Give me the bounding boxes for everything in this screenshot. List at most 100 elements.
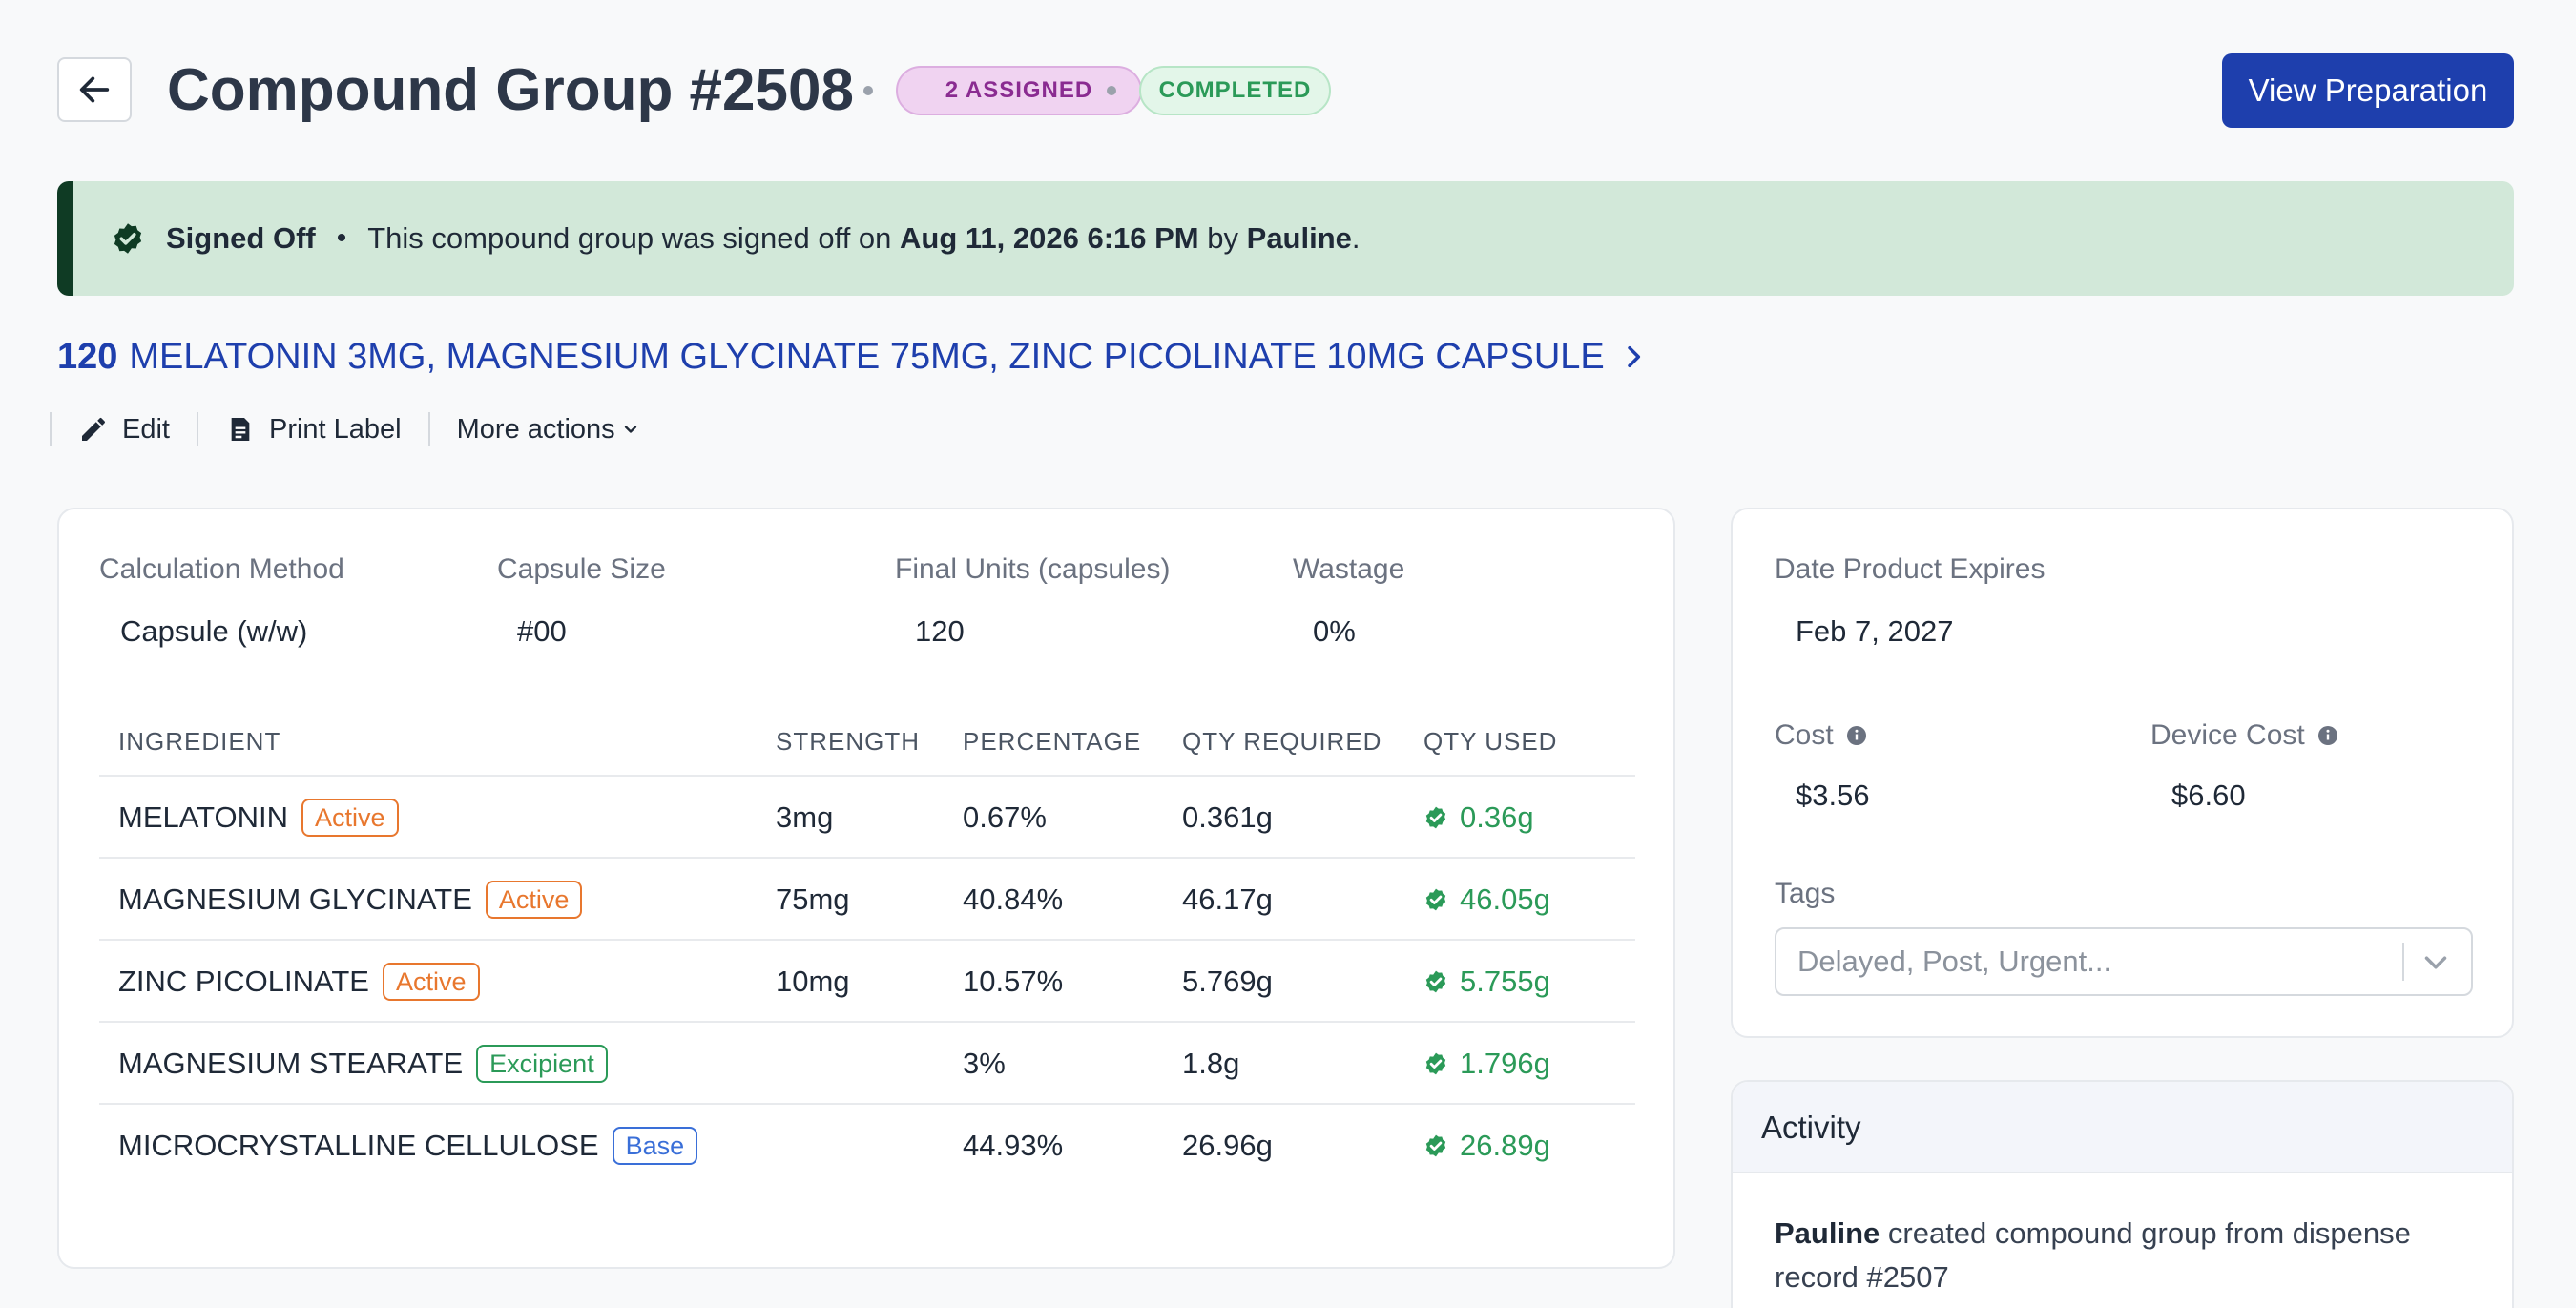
expires-value: Feb 7, 2027 — [1796, 614, 1954, 648]
chevron-down-icon[interactable] — [2418, 945, 2454, 981]
device-cost-label-text: Device Cost — [2150, 719, 2305, 751]
column-header-qty-used: QTY USED — [1423, 727, 1558, 756]
pencil-icon — [82, 417, 105, 441]
cell-ingredient: MELATONIN Active — [118, 777, 399, 859]
column-header-strength: STRENGTH — [776, 727, 920, 756]
info-icon[interactable] — [2316, 724, 2339, 747]
cost-value: $3.56 — [1796, 779, 1870, 812]
verified-check-icon — [1425, 888, 1446, 911]
expires-label: Date Product Expires — [1775, 553, 2046, 585]
verified-check-icon — [114, 223, 142, 254]
info-icon[interactable] — [1845, 724, 1868, 747]
divider — [196, 412, 198, 446]
device-cost-label: Device Cost — [2150, 719, 2339, 752]
final-units-value: 120 — [915, 614, 965, 648]
cell-strength: 3mg — [776, 800, 834, 834]
actions-toolbar: Edit Print Label More actions — [50, 401, 667, 458]
cell-ingredient: MICROCRYSTALLINE CELLULOSE Base — [118, 1105, 698, 1187]
activity-user[interactable]: Pauline — [1775, 1216, 1880, 1250]
cell-qty-used: 1.796g — [1423, 1023, 1550, 1105]
compound-details-card: Calculation Method Capsule (w/w) Capsule… — [57, 508, 1675, 1269]
cell-qty-used: 0.36g — [1423, 777, 1534, 859]
separator-dot — [863, 86, 873, 95]
more-actions-dropdown[interactable]: More actions — [430, 401, 667, 458]
chevron-right-icon — [1628, 345, 1640, 368]
chevron-down-icon — [624, 426, 636, 433]
cell-ingredient: ZINC PICOLINATE Active — [118, 941, 480, 1023]
cell-percentage: 40.84% — [963, 882, 1064, 916]
cell-qty-used: 5.755g — [1423, 941, 1550, 1023]
qty-used-value: 26.89g — [1460, 1129, 1550, 1162]
edit-button[interactable]: Edit — [52, 401, 197, 458]
document-icon — [231, 418, 250, 441]
edit-label: Edit — [122, 413, 170, 445]
ingredient-name: MELATONIN — [118, 800, 288, 834]
device-cost-value: $6.60 — [2171, 779, 2246, 812]
ingredient-name: MAGNESIUM STEARATE — [118, 1047, 464, 1080]
assigned-badge[interactable]: 2 ASSIGNED — [896, 66, 1142, 115]
ingredient-name: ZINC PICOLINATE — [118, 965, 369, 998]
print-label-text: Print Label — [268, 413, 402, 445]
cell-qty-required: 26.96g — [1182, 1129, 1273, 1162]
capsule-size-value: #00 — [517, 614, 567, 648]
prescription-quantity: 120 — [57, 337, 118, 377]
verified-check-icon — [1425, 1134, 1446, 1157]
view-preparation-button[interactable]: View Preparation — [2222, 53, 2514, 128]
signoff-text: This compound group was signed off on — [367, 221, 892, 255]
page-header: Compound Group #2508 2 ASSIGNED COMPLETE… — [57, 53, 2514, 128]
verified-check-icon — [1425, 1052, 1446, 1075]
ingredient-type-badge: Active — [485, 881, 583, 919]
cell-qty-required: 5.769g — [1182, 965, 1273, 998]
qty-used-value: 46.05g — [1460, 882, 1550, 916]
cell-ingredient: MAGNESIUM GLYCINATE Active — [118, 859, 583, 941]
verified-check-icon — [1425, 806, 1446, 829]
print-label-button[interactable]: Print Label — [198, 401, 428, 458]
prescription-name: MELATONIN 3MG, MAGNESIUM GLYCINATE 75MG,… — [129, 337, 1605, 377]
signoff-user: Pauline — [1246, 221, 1352, 255]
cell-qty-required: 0.361g — [1182, 800, 1273, 834]
column-header-ingredient: INGREDIENT — [118, 727, 281, 756]
signoff-suffix: . — [1351, 221, 1361, 255]
cell-percentage: 3% — [963, 1047, 1006, 1080]
tags-select[interactable]: Delayed, Post, Urgent... — [1775, 927, 2473, 996]
ingredient-type-badge: Active — [382, 963, 480, 1001]
table-row: MAGNESIUM STEARATE Excipient 3% 1.8g 1.796g — [99, 1021, 1635, 1103]
cell-percentage: 10.57% — [963, 965, 1064, 998]
wastage-value: 0% — [1313, 614, 1356, 648]
cell-percentage: 44.93% — [963, 1129, 1064, 1162]
cell-qty-used: 26.89g — [1423, 1105, 1550, 1187]
cell-qty-used: 46.05g — [1423, 859, 1550, 941]
ingredient-type-badge: Base — [612, 1127, 698, 1165]
activity-entry: Pauline created compound group from disp… — [1775, 1212, 2481, 1299]
arrow-left-icon — [79, 76, 110, 103]
separator-dot — [1107, 86, 1116, 95]
back-button[interactable] — [57, 57, 132, 122]
divider — [427, 412, 430, 446]
signoff-by: by — [1207, 221, 1239, 255]
table-row: MELATONIN Active 3mg 0.67% 0.361g 0.36g — [99, 775, 1635, 857]
calculation-method-label: Calculation Method — [99, 553, 344, 585]
cell-qty-required: 46.17g — [1182, 882, 1273, 916]
cell-percentage: 0.67% — [963, 800, 1047, 834]
status-badge: COMPLETED — [1139, 66, 1331, 115]
ingredient-type-badge: Active — [301, 799, 399, 837]
activity-card: Activity Pauline created compound group … — [1731, 1080, 2514, 1308]
calculation-method-value: Capsule (w/w) — [120, 614, 308, 648]
prescription-link[interactable]: 120 MELATONIN 3MG, MAGNESIUM GLYCINATE 7… — [57, 330, 1649, 384]
qty-used-value: 1.796g — [1460, 1047, 1550, 1080]
column-header-percentage: PERCENTAGE — [963, 727, 1142, 756]
ingredient-name: MICROCRYSTALLINE CELLULOSE — [118, 1129, 599, 1162]
divider — [2402, 943, 2404, 981]
ingredient-type-badge: Excipient — [476, 1045, 608, 1083]
qty-used-value: 0.36g — [1460, 800, 1534, 834]
ingredient-name: MAGNESIUM GLYCINATE — [118, 882, 472, 916]
capsule-size-label: Capsule Size — [497, 553, 666, 585]
page-title: Compound Group #2508 — [167, 57, 854, 123]
cell-strength: 75mg — [776, 882, 850, 916]
activity-text: created compound group from dispense rec… — [1775, 1216, 2411, 1294]
signoff-banner: Signed Off • This compound group was sig… — [57, 181, 2514, 296]
product-info-card: Date Product Expires Feb 7, 2027 Cost $3… — [1731, 508, 2514, 1038]
bullet: • — [336, 222, 347, 254]
qty-used-value: 5.755g — [1460, 965, 1550, 998]
signoff-datetime: Aug 11, 2026 6:16 PM — [900, 221, 1199, 255]
